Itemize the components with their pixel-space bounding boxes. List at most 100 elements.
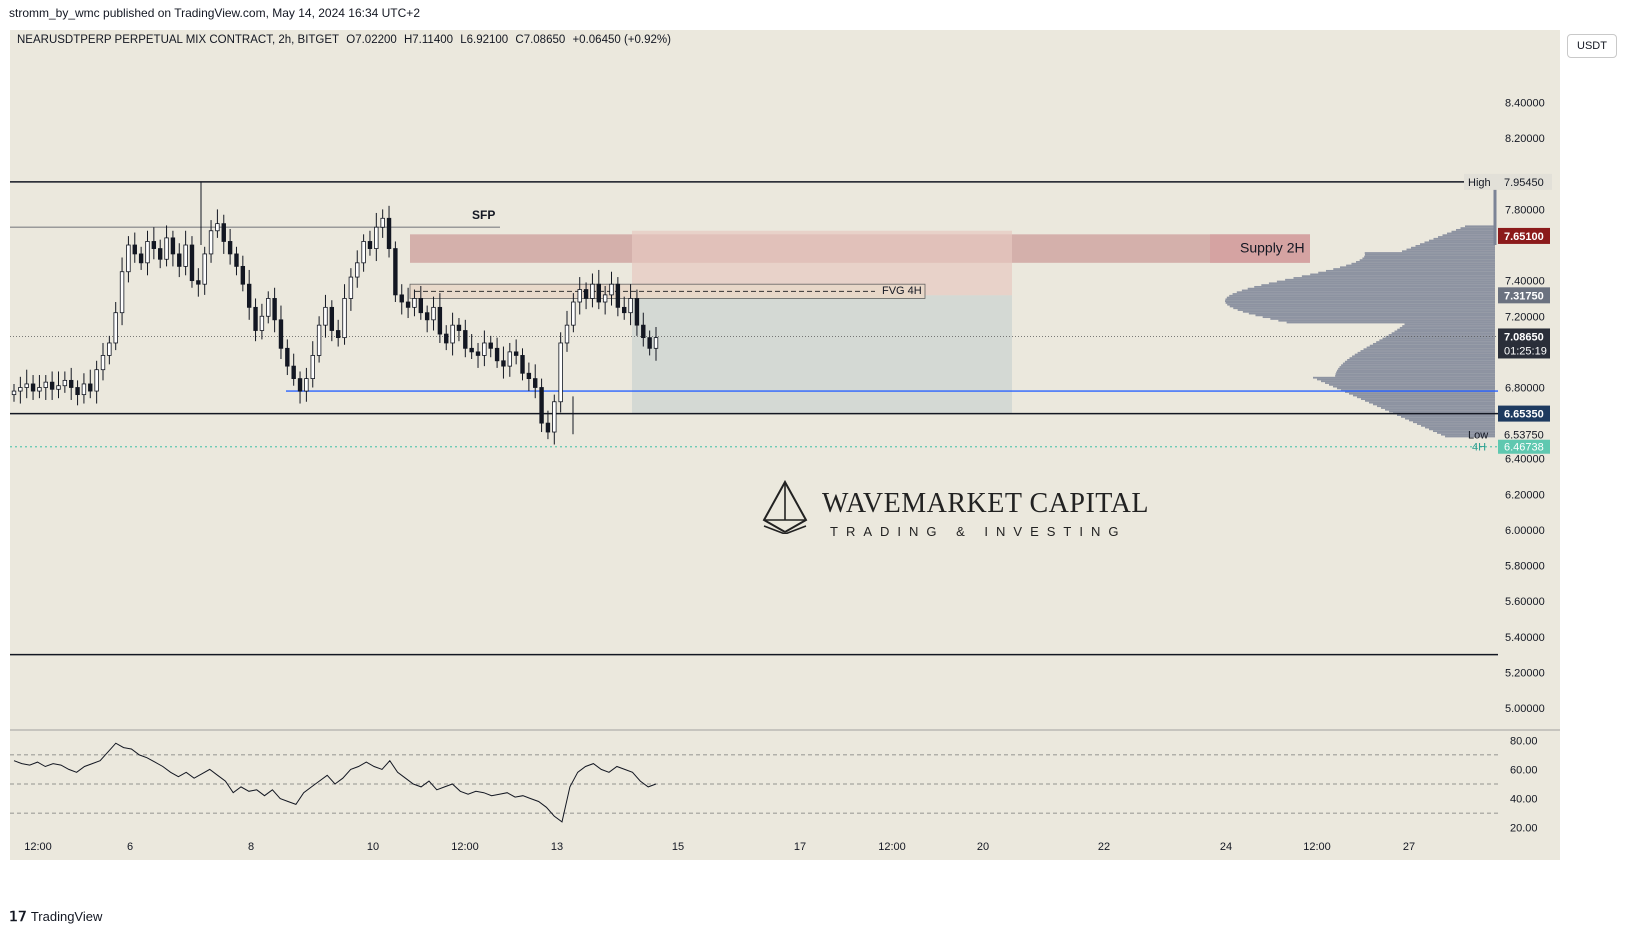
candle-body [456, 324, 462, 331]
badge-range-low: 6.65350 [1504, 409, 1544, 421]
candle-body [615, 283, 621, 308]
profile-bar [1406, 248, 1495, 251]
profile-bar [1404, 323, 1495, 326]
profile-bar [1361, 398, 1495, 400]
candle-body [596, 283, 601, 303]
profile-bar [1369, 401, 1495, 404]
profile-bar [1415, 245, 1495, 247]
candle-body [583, 289, 589, 299]
price-tick-label: 7.40000 [1505, 276, 1545, 288]
candle-body [151, 241, 157, 249]
candle-body [418, 298, 424, 314]
symbol-title[interactable]: NEARUSDTPERP PERPETUAL MIX CONTRACT, 2h,… [17, 34, 340, 46]
profile-bar [1359, 259, 1495, 262]
candle-body [266, 298, 271, 317]
profile-bar [1421, 424, 1495, 427]
ohlc-open: O7.02200 [346, 34, 397, 46]
candle-body [335, 330, 341, 339]
ohlc-low: L6.92100 [460, 34, 509, 46]
candle-body [145, 241, 150, 264]
price-tick-label: 5.20000 [1505, 667, 1545, 679]
candle-body [164, 237, 169, 260]
currency-selector[interactable]: USDT [1567, 34, 1617, 58]
candle-body [641, 324, 646, 339]
sfp-label: SFP [472, 208, 495, 222]
profile-bar [1321, 380, 1495, 383]
candle-body [30, 383, 36, 392]
candle-body [539, 387, 544, 424]
candle-body [240, 265, 246, 285]
profile-bar [1227, 303, 1495, 306]
watermark-title: WAVEMARKET CAPITAL [822, 488, 1149, 519]
time-axis[interactable]: 12:00 6 8 10 12:00 13 15 17 12:00 20 22 24 12:00 27 [24, 841, 1415, 853]
profile-bar [1229, 305, 1495, 308]
profile-bar [1255, 314, 1495, 317]
candle-body [501, 360, 506, 367]
candle-body [386, 217, 392, 249]
profile-bar [1278, 319, 1495, 322]
candle-body [62, 379, 68, 387]
profile-bar [1437, 432, 1495, 434]
rsi-tick-label: 60.00 [1510, 764, 1538, 776]
candle-body [564, 324, 570, 344]
profile-bar [1301, 275, 1495, 278]
profile-bar [1333, 268, 1495, 270]
price-tick-label: 6.00000 [1505, 525, 1545, 537]
profile-bar [1411, 246, 1495, 249]
candle-body [590, 283, 595, 299]
profile-bar [1333, 385, 1495, 388]
candle-body [69, 379, 74, 388]
badge-fvg-bottom: 7.31750 [1504, 290, 1544, 302]
candle-body [533, 378, 538, 388]
profile-bar [1397, 328, 1495, 331]
time-tick-label: 24 [1220, 841, 1232, 853]
profile-bar [1456, 228, 1495, 231]
tradingview-brand[interactable]: 𝟣𝟩 TradingView [9, 908, 102, 925]
candle-body [412, 298, 417, 308]
badge-high-bg [1464, 173, 1552, 190]
profile-bar [1424, 241, 1495, 244]
profile-bar [1247, 287, 1495, 290]
time-tick-label: 12:00 [1303, 841, 1331, 853]
profile-bar [1377, 405, 1495, 408]
candle-body [94, 369, 99, 392]
profile-bar [1325, 382, 1495, 384]
candle-body [81, 383, 87, 396]
candle-body [107, 342, 112, 356]
candle-body [278, 319, 284, 349]
profile-bar [1335, 375, 1495, 377]
candle-body [558, 342, 563, 403]
candle-body [653, 337, 659, 349]
candle-body [367, 241, 373, 249]
profile-bar [1349, 357, 1495, 360]
profile-bar [1438, 236, 1495, 238]
candle-body [253, 306, 258, 331]
take-profit-box [632, 295, 1012, 414]
candle-body [361, 241, 366, 264]
profile-bar [1268, 282, 1495, 285]
profile-bar [1349, 392, 1495, 395]
profile-bar [1237, 309, 1495, 311]
candle-body [113, 312, 118, 344]
price-tick-label: 6.20000 [1505, 489, 1545, 501]
candle-body [634, 298, 640, 326]
profile-bar [1337, 369, 1495, 372]
profile-bar [1337, 387, 1495, 390]
main-pane-background [10, 30, 1560, 730]
profile-bar [1353, 394, 1495, 397]
candle-body [291, 365, 296, 379]
profile-bar [1318, 271, 1495, 274]
watermark-logo: WAVEMARKET CAPITAL TRADING & INVESTING [760, 480, 1148, 548]
rsi-tick-label: 40.00 [1510, 794, 1538, 806]
profile-bar [1236, 291, 1495, 294]
profile-bar [1345, 391, 1495, 393]
profile-bar [1225, 302, 1495, 304]
profile-bar [1276, 280, 1495, 283]
badge-4h-value: 6.46738 [1504, 442, 1544, 454]
candle-body [507, 351, 513, 367]
price-axis[interactable]: 8.40000 8.20000 7.80000 7.40000 7.20000 6.800… [1505, 98, 1545, 716]
candle-body [227, 241, 233, 255]
candle-body [431, 306, 436, 321]
profile-bar [1364, 255, 1495, 258]
